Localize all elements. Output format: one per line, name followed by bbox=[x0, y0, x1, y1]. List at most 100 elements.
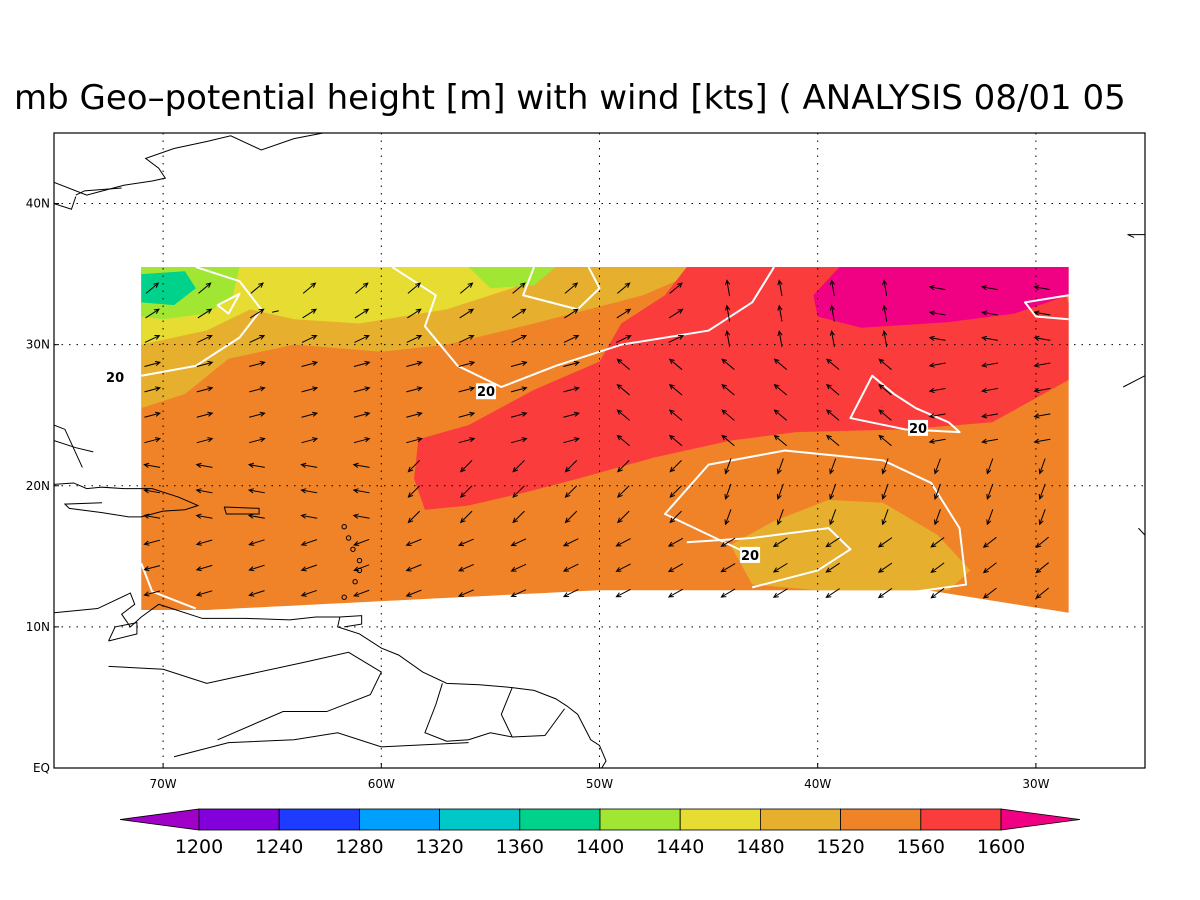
wind-arrow-11 bbox=[725, 279, 731, 297]
wind-arrow-25 bbox=[511, 308, 527, 319]
wind-arrow-211 bbox=[825, 562, 840, 573]
wind-arrow-168 bbox=[459, 510, 473, 524]
colorbar-label: 1480 bbox=[736, 836, 784, 858]
wind-arrow-16 bbox=[981, 284, 999, 291]
contour-label-3: 20 bbox=[741, 549, 759, 564]
wind-arrow-190 bbox=[667, 537, 684, 547]
wind-arrow-127 bbox=[195, 462, 213, 468]
border-french-guiana bbox=[512, 708, 565, 738]
wind-arrow-192 bbox=[772, 537, 788, 548]
contour-label-bg-3 bbox=[740, 546, 761, 563]
wind-arrow-136 bbox=[669, 460, 682, 473]
colorbar-box-8 bbox=[760, 808, 842, 831]
wind-arrow-2 bbox=[250, 282, 264, 294]
colorbar-box-1 bbox=[198, 808, 280, 831]
colorbar-high-triangle bbox=[1000, 808, 1081, 831]
wind-arrow-159 bbox=[933, 483, 941, 501]
wind-arrow-85 bbox=[825, 383, 840, 396]
wind-arrow-18 bbox=[145, 308, 160, 319]
wind-arrow-68 bbox=[878, 358, 892, 370]
wind-arrow-69 bbox=[928, 362, 946, 368]
wind-arrow-195 bbox=[930, 537, 945, 548]
wind-arrow-153 bbox=[617, 485, 630, 498]
wind-arrow-7 bbox=[512, 282, 526, 294]
wind-arrow-23 bbox=[407, 308, 422, 319]
coast-azores bbox=[1127, 234, 1145, 238]
coast-south-america bbox=[54, 592, 607, 768]
wind-arrow-230 bbox=[877, 588, 893, 599]
wind-arrow-229 bbox=[825, 588, 840, 599]
wind-arrow-112 bbox=[353, 437, 371, 444]
wind-arrow-24 bbox=[459, 308, 475, 319]
wind-arrow-99 bbox=[616, 409, 630, 421]
wind-arrow-66 bbox=[773, 358, 788, 370]
wind-arrow-189 bbox=[615, 538, 631, 547]
wind-arrow-170 bbox=[564, 510, 578, 524]
wind-arrow-149 bbox=[407, 485, 421, 498]
wind-arrow-222 bbox=[457, 589, 474, 597]
colorbar-box-6 bbox=[599, 808, 681, 831]
wind-arrow-79 bbox=[510, 386, 528, 393]
wind-arrow-109 bbox=[196, 437, 214, 444]
wind-arrow-196 bbox=[982, 536, 997, 548]
wind-arrow-110 bbox=[249, 437, 266, 444]
wind-arrow-178 bbox=[986, 509, 994, 526]
wind-arrow-103 bbox=[825, 409, 840, 421]
wind-arrow-82 bbox=[668, 383, 683, 396]
wind-arrow-74 bbox=[249, 386, 266, 393]
wind-arrow-22 bbox=[354, 308, 370, 319]
wind-arrow-92 bbox=[249, 411, 266, 418]
wind-arrow-97 bbox=[510, 411, 528, 418]
wind-arrow-78 bbox=[458, 386, 476, 393]
coast-lesser-antilles-2 bbox=[350, 546, 356, 552]
wind-arrow-141 bbox=[933, 458, 941, 475]
wind-arrow-225 bbox=[615, 588, 631, 598]
coast-bahamas-b bbox=[54, 424, 83, 468]
lat-tick-label: 20N bbox=[26, 479, 50, 493]
wind-arrow-142 bbox=[986, 458, 994, 475]
wind-arrow-14 bbox=[882, 279, 888, 297]
colorbar-label: 1400 bbox=[576, 836, 624, 858]
coast-lesser-antilles-6 bbox=[341, 594, 347, 600]
colorbar-box-4 bbox=[439, 808, 521, 831]
chart-title: mb Geo–potential height [m] with wind [k… bbox=[14, 78, 1126, 118]
wind-arrow-150 bbox=[459, 485, 473, 498]
wind-arrow-21 bbox=[302, 308, 317, 319]
height-band-1400-1440-north bbox=[468, 267, 556, 289]
wind-arrow-201 bbox=[300, 564, 318, 572]
height-band-1480-1520-south bbox=[730, 499, 971, 591]
wind-arrow-63 bbox=[616, 358, 630, 370]
wind-arrow-204 bbox=[457, 563, 474, 572]
wind-arrow-15 bbox=[928, 284, 946, 291]
wind-arrow-36 bbox=[144, 335, 161, 343]
wind-arrow-81 bbox=[616, 383, 630, 396]
wind-arrow-115 bbox=[510, 437, 528, 444]
wind-arrow-172 bbox=[669, 510, 682, 524]
wind-arrow-77 bbox=[406, 386, 423, 393]
wind-arrow-209 bbox=[720, 563, 736, 573]
contour-south-outer bbox=[663, 449, 968, 593]
wind-arrow-231 bbox=[930, 587, 945, 599]
wind-arrow-90 bbox=[144, 411, 162, 418]
wind-arrow-75 bbox=[301, 386, 319, 393]
contour-west bbox=[141, 266, 263, 377]
wind-arrow-133 bbox=[512, 460, 525, 473]
border-venezuela bbox=[108, 651, 382, 741]
colorbar-label: 1360 bbox=[496, 836, 544, 858]
wind-arrow-53 bbox=[1033, 335, 1051, 341]
lat-tick-label: 30N bbox=[26, 338, 50, 352]
wind-arrow-186 bbox=[457, 538, 474, 547]
wind-arrow-94 bbox=[353, 411, 371, 418]
wind-arrow-61 bbox=[510, 360, 528, 367]
wind-arrow-219 bbox=[300, 589, 318, 597]
wind-arrow-91 bbox=[196, 411, 214, 418]
wind-arrow-161 bbox=[1038, 483, 1046, 501]
wind-arrow-224 bbox=[562, 589, 579, 598]
wind-arrow-111 bbox=[301, 437, 319, 444]
coast-hispaniola bbox=[54, 482, 200, 518]
wind-arrow-105 bbox=[928, 413, 946, 419]
wind-arrow-175 bbox=[829, 509, 837, 526]
wind-arrow-3 bbox=[302, 282, 317, 294]
contour-label-bg-2 bbox=[908, 419, 929, 436]
wind-arrow-106 bbox=[981, 413, 999, 419]
